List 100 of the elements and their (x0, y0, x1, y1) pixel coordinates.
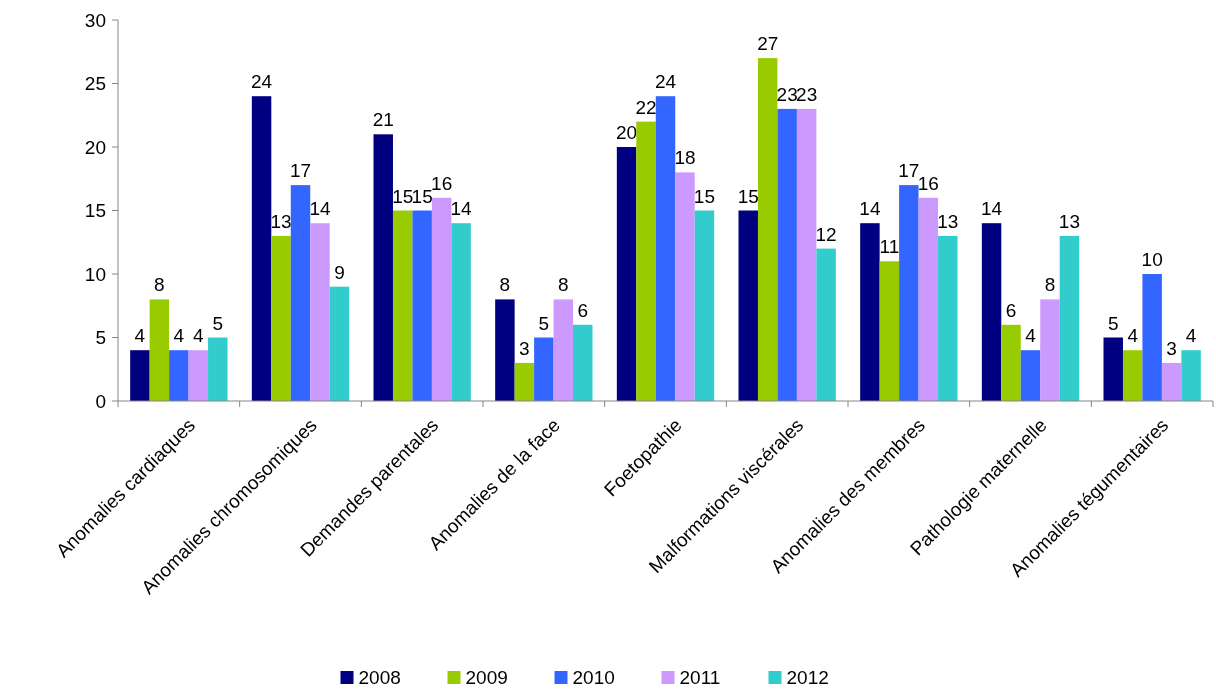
bar (1122, 350, 1143, 401)
bar (573, 324, 593, 401)
data-label: 4 (134, 325, 146, 347)
bar (329, 286, 350, 401)
bar (757, 58, 778, 401)
bar (392, 210, 413, 401)
bar (451, 223, 471, 401)
bar (1020, 350, 1041, 401)
data-label: 3 (519, 337, 530, 359)
bar (981, 223, 1002, 401)
bar (738, 210, 758, 401)
data-label: 13 (937, 210, 959, 232)
data-label: 15 (693, 185, 715, 207)
bar (553, 299, 574, 401)
data-label: 11 (879, 236, 900, 258)
bar (675, 172, 695, 401)
data-label: 15 (737, 185, 759, 207)
y-tick-label: 25 (84, 73, 106, 95)
data-label: 23 (776, 83, 798, 105)
data-label: 6 (577, 299, 589, 321)
bar (1103, 337, 1123, 401)
bar (899, 185, 919, 401)
data-label: 15 (392, 185, 414, 207)
data-label: 24 (654, 71, 677, 93)
bar (796, 108, 817, 401)
bar (169, 350, 189, 401)
data-label: 14 (981, 198, 1003, 220)
bar (1001, 324, 1021, 401)
bar (816, 248, 836, 401)
bar (694, 210, 715, 401)
bar (616, 147, 637, 401)
bar (534, 337, 554, 401)
data-label: 22 (635, 96, 657, 118)
data-label: 8 (1044, 274, 1056, 296)
data-label: 21 (372, 109, 394, 131)
data-label: 5 (1107, 312, 1119, 334)
bar (310, 223, 330, 401)
y-tick-label: 0 (95, 390, 106, 412)
bar (655, 96, 676, 401)
data-label: 12 (815, 223, 837, 245)
data-label: 14 (859, 198, 881, 220)
data-label: 4 (193, 325, 205, 347)
bar (431, 197, 452, 401)
bar (938, 235, 958, 401)
data-label: 13 (1058, 210, 1080, 232)
data-label: 17 (289, 160, 312, 182)
bar (188, 350, 209, 401)
bar (1142, 274, 1162, 401)
bar (412, 210, 432, 401)
bar (860, 223, 880, 401)
bar (1161, 362, 1182, 401)
bar (149, 299, 170, 401)
legend-label: 2012 (786, 667, 829, 688)
bar (290, 185, 311, 401)
bar (271, 235, 291, 401)
y-tick-label: 30 (84, 9, 106, 31)
legend-label: 2009 (465, 667, 508, 688)
data-label: 6 (1005, 299, 1017, 321)
data-label: 27 (757, 33, 779, 55)
data-label: 23 (796, 83, 818, 105)
data-label: 4 (1127, 325, 1139, 347)
data-label: 9 (334, 261, 345, 283)
legend-label: 2011 (679, 667, 721, 688)
bar (1040, 299, 1060, 401)
legend-label: 2010 (572, 667, 615, 688)
data-label: 5 (538, 312, 550, 334)
data-label: 10 (1141, 249, 1163, 270)
bar (495, 299, 515, 401)
bar (1059, 235, 1080, 401)
data-label: 8 (499, 274, 511, 296)
bar (130, 350, 150, 401)
data-label: 3 (1166, 337, 1177, 359)
y-tick-label: 15 (84, 200, 106, 222)
data-label: 8 (154, 274, 165, 296)
bar (636, 121, 656, 401)
data-label: 4 (173, 325, 185, 347)
data-label: 4 (1185, 325, 1197, 347)
y-tick-label: 20 (84, 136, 106, 158)
data-label: 16 (917, 172, 939, 194)
data-label: 18 (674, 147, 696, 169)
data-label: 24 (251, 71, 273, 93)
legend-label: 2008 (358, 667, 401, 688)
bar (373, 134, 393, 401)
data-label: 4 (1025, 325, 1037, 347)
data-label: 8 (558, 274, 569, 296)
bar (251, 96, 272, 401)
bar (918, 197, 939, 401)
data-label: 17 (898, 160, 920, 182)
data-label: 13 (270, 210, 292, 232)
bar (879, 261, 900, 401)
data-label: 16 (431, 172, 453, 194)
bar (1181, 350, 1201, 401)
data-label: 5 (212, 312, 224, 334)
bar (777, 108, 797, 401)
data-label: 14 (450, 198, 473, 220)
bar (514, 362, 535, 401)
y-tick-label: 5 (95, 327, 106, 349)
bar (208, 337, 228, 401)
y-tick-label: 10 (84, 263, 106, 285)
data-label: 14 (309, 198, 331, 220)
